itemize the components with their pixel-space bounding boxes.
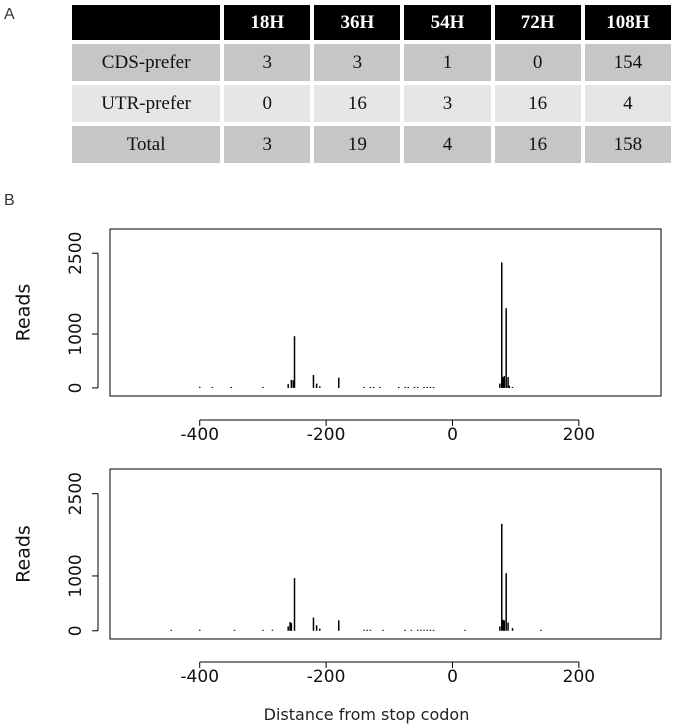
table-cell: 1 (404, 44, 491, 81)
table-cell: 3 (224, 126, 311, 163)
table-header-cell: 108H (584, 5, 671, 40)
table-cell: 16 (314, 85, 401, 122)
table-cell: 16 (494, 85, 581, 122)
y-axis-label: Reads (13, 525, 35, 583)
x-tick-label: -400 (180, 425, 219, 445)
x-axis-label: Distance from stop codon (264, 705, 470, 724)
x-tick-label: -200 (307, 667, 346, 687)
y-tick-label: 0 (66, 383, 86, 394)
y-tick-label: 0 (66, 625, 86, 636)
y-tick-label: 2500 (66, 472, 86, 515)
row-label-cell: Total (72, 126, 221, 163)
plot-frame (109, 468, 662, 640)
table-cell: 3 (314, 44, 401, 81)
table-header-cell: 36H (314, 5, 401, 40)
table-cell: 4 (404, 126, 491, 163)
x-tick-label: -200 (307, 425, 346, 445)
x-tick-label: 200 (563, 667, 595, 687)
table-cell: 4 (584, 85, 671, 122)
table-cell: 3 (224, 44, 311, 81)
table-cell: 0 (494, 44, 581, 81)
x-tick-label: 0 (447, 425, 458, 445)
row-label-cell: UTR-prefer (72, 85, 221, 122)
table-header-row: 18H 36H 54H 72H 108H (72, 5, 671, 40)
chart-panel-2: -400 -200 0 200 0 1000 2500 Reads Distance from … (13, 468, 662, 724)
y-tick-label: 1000 (66, 554, 86, 597)
x-tick-label: 0 (447, 667, 458, 687)
table-cell: 158 (584, 126, 671, 163)
chart-panel-1: -400 -200 0 200 0 1000 2500 Reads (13, 228, 662, 445)
x-tick-label: 200 (563, 425, 595, 445)
panel-b-label: B (4, 192, 15, 209)
row-label-cell: CDS-prefer (72, 44, 221, 81)
table-row: UTR-prefer 0 16 3 16 4 (72, 85, 671, 122)
table-cell: 0 (224, 85, 311, 122)
read-count-table: 18H 36H 54H 72H 108H CDS-prefer 3 3 1 0 … (68, 1, 675, 167)
table-row: Total 3 19 4 16 158 (72, 126, 671, 163)
table-header-cell: 18H (224, 5, 311, 40)
y-tick-label: 2500 (66, 232, 86, 275)
table-header-cell: 72H (494, 5, 581, 40)
table-cell: 16 (494, 126, 581, 163)
table-row: CDS-prefer 3 3 1 0 154 (72, 44, 671, 81)
panel-a-label: A (4, 6, 15, 23)
y-axis-label: Reads (13, 284, 35, 342)
table-cell: 3 (404, 85, 491, 122)
table-header-cell: 54H (404, 5, 491, 40)
y-tick-label: 1000 (66, 312, 86, 355)
plot-frame (109, 228, 662, 397)
x-tick-label: -400 (180, 667, 219, 687)
table-cell: 19 (314, 126, 401, 163)
table-cell: 154 (584, 44, 671, 81)
table-header-cell (72, 5, 221, 40)
